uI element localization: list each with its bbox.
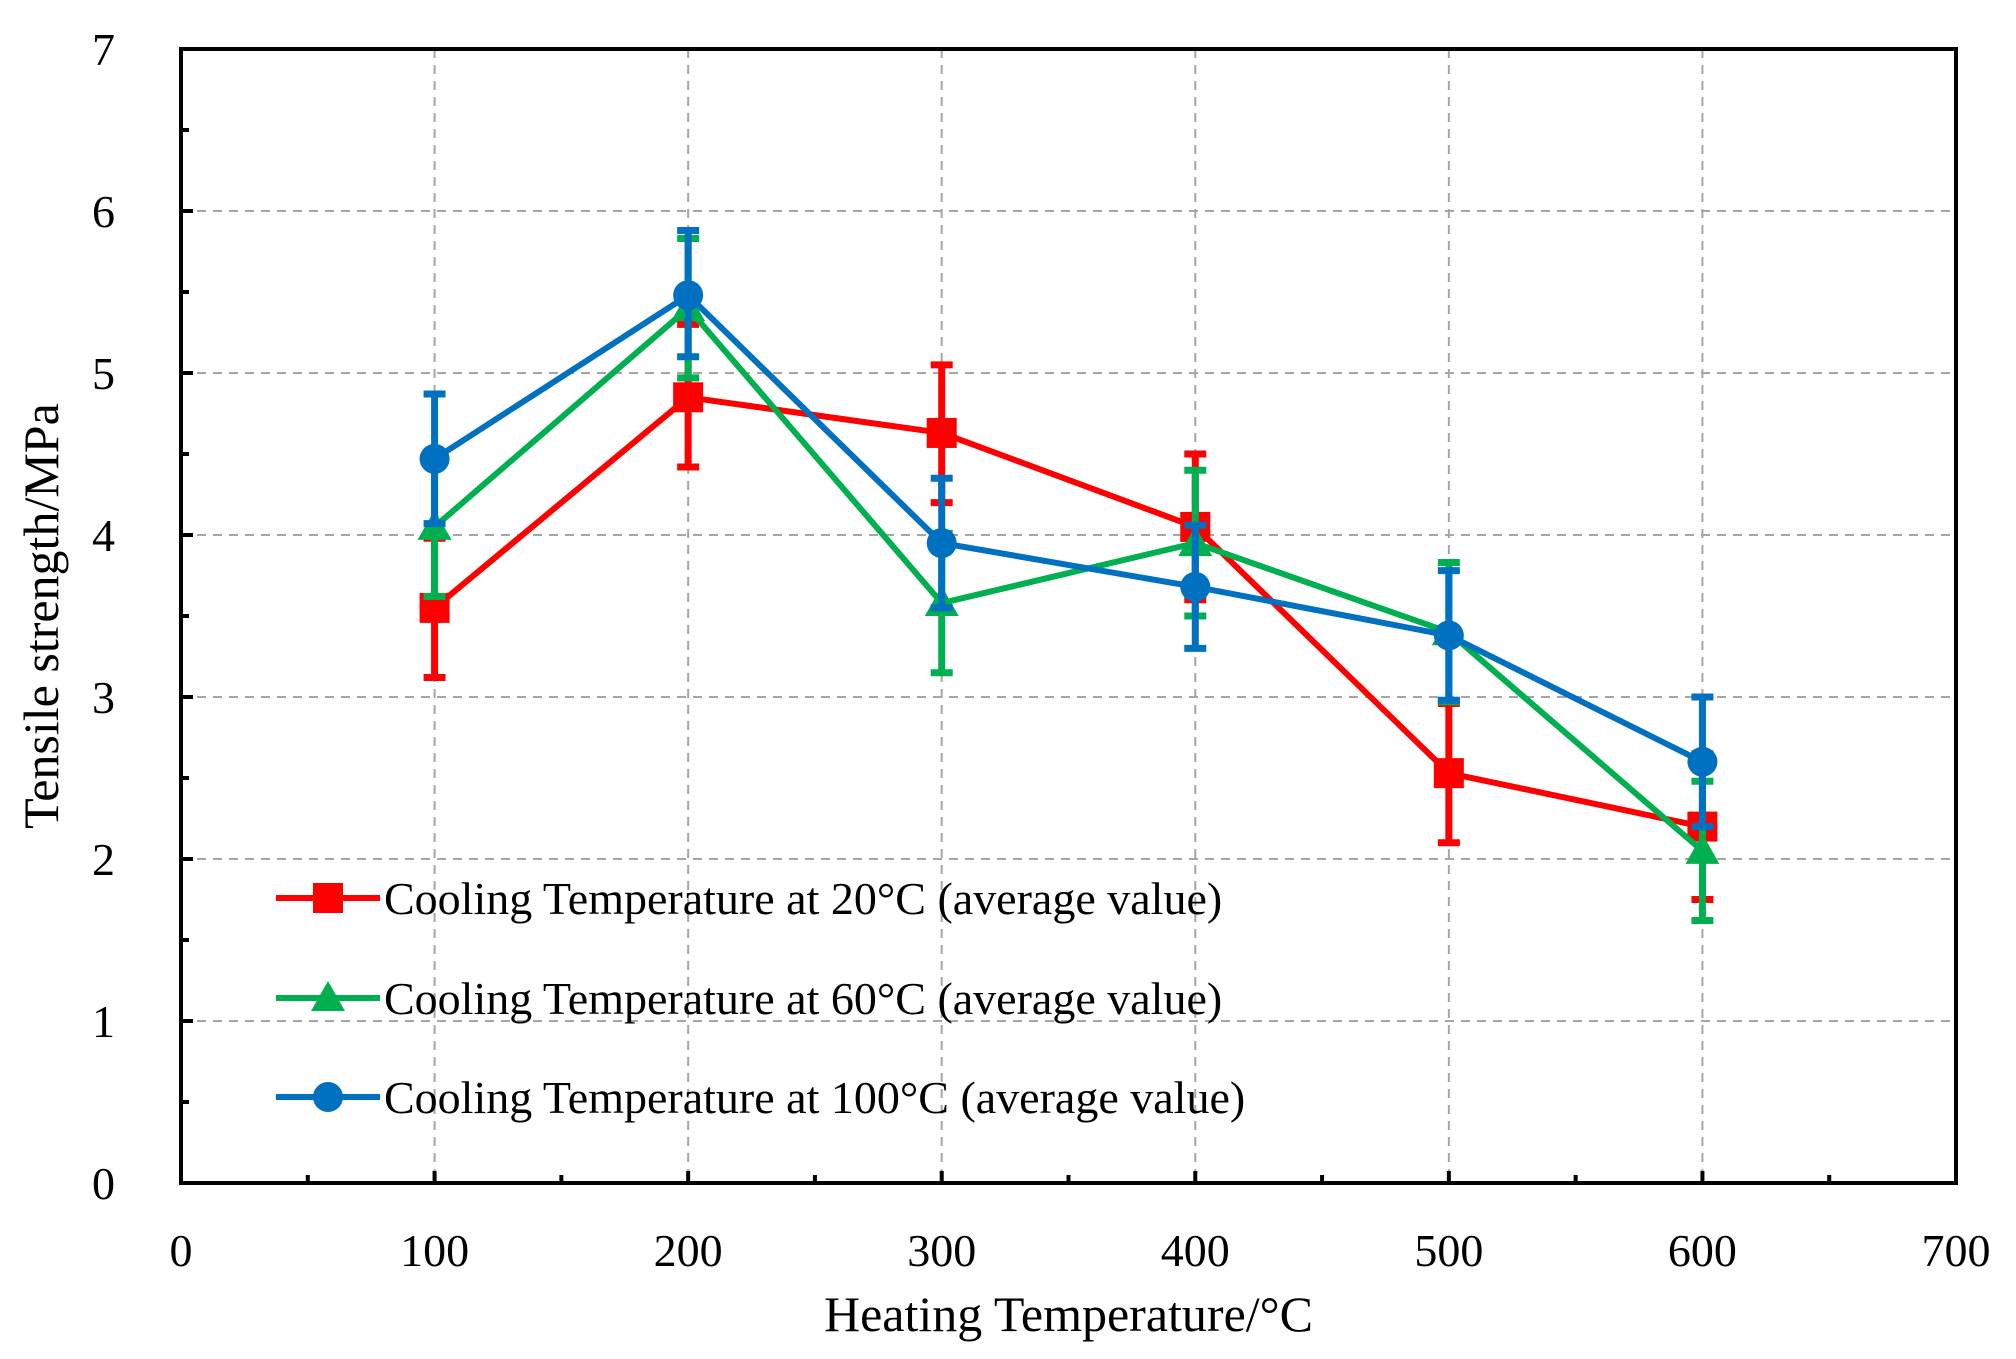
x-tick-label: 700 bbox=[1922, 1225, 1991, 1276]
x-axis-title: Heating Temperature/°C bbox=[824, 1286, 1313, 1342]
legend-item: Cooling Temperature at 100°C (average va… bbox=[276, 1072, 1245, 1123]
data-point bbox=[1433, 620, 1464, 651]
x-tick-label: 500 bbox=[1414, 1225, 1483, 1276]
x-tick-label: 400 bbox=[1161, 1225, 1230, 1276]
legend-item: Cooling Temperature at 60°C (average val… bbox=[276, 973, 1222, 1024]
x-tick-label: 200 bbox=[654, 1225, 723, 1276]
series-2-line bbox=[432, 305, 1705, 854]
data-point bbox=[673, 382, 704, 413]
series-3 bbox=[419, 226, 1718, 831]
data-point bbox=[1687, 746, 1718, 777]
series-3-error-bars bbox=[423, 226, 1714, 831]
y-tick-label: 1 bbox=[92, 996, 115, 1047]
data-point bbox=[419, 443, 450, 474]
data-point bbox=[1685, 833, 1720, 864]
x-tick-label: 600 bbox=[1668, 1225, 1737, 1276]
plot-frame bbox=[179, 47, 1958, 1185]
data-point bbox=[1180, 571, 1211, 602]
data-point bbox=[926, 417, 957, 448]
legend-marker bbox=[313, 1082, 343, 1112]
legend-item: Cooling Temperature at 20°C (average val… bbox=[276, 873, 1222, 924]
y-tick-label: 5 bbox=[92, 348, 115, 399]
y-tick-label: 7 bbox=[92, 24, 115, 75]
y-axis: 0 1 2 3 4 5 6 7 bbox=[92, 24, 193, 1209]
x-axis: 0 100 200 300 400 500 600 700 bbox=[170, 1171, 1991, 1276]
y-tick-label: 2 bbox=[92, 834, 115, 885]
x-tick-label: 100 bbox=[400, 1225, 469, 1276]
series-1-error-bars bbox=[423, 320, 1714, 903]
y-tick-label: 4 bbox=[92, 510, 115, 561]
legend-marker bbox=[311, 981, 345, 1011]
legend-label: Cooling Temperature at 100°C (average va… bbox=[384, 1072, 1245, 1123]
legend-label: Cooling Temperature at 20°C (average val… bbox=[384, 873, 1222, 924]
x-tick-label: 0 bbox=[170, 1225, 193, 1276]
series-layer bbox=[417, 226, 1720, 925]
y-tick-label: 6 bbox=[92, 186, 115, 237]
legend-marker bbox=[313, 883, 343, 913]
data-point bbox=[926, 528, 957, 559]
series-1-line bbox=[432, 394, 1704, 830]
legend: Cooling Temperature at 20°C (average val… bbox=[276, 873, 1245, 1123]
y-tick-label: 0 bbox=[92, 1158, 115, 1209]
legend-label: Cooling Temperature at 60°C (average val… bbox=[384, 973, 1222, 1024]
data-point bbox=[673, 280, 704, 311]
x-tick-label: 300 bbox=[907, 1225, 976, 1276]
series-1 bbox=[419, 320, 1718, 903]
y-tick-label: 3 bbox=[92, 672, 115, 723]
data-point bbox=[1433, 758, 1464, 789]
series-3-line bbox=[432, 292, 1704, 765]
y-axis-title: Tensile strength/MPa bbox=[13, 403, 69, 829]
